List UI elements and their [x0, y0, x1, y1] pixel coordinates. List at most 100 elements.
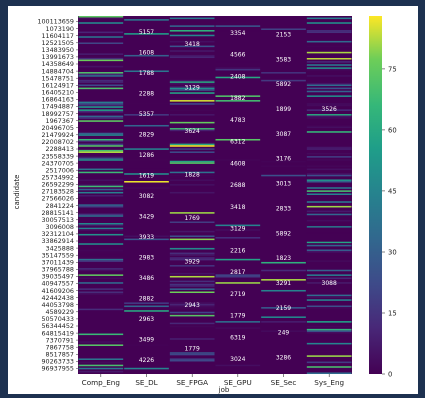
heatmap-cell — [124, 123, 169, 125]
heatmap-cell — [78, 195, 124, 197]
heatmap-cell — [261, 307, 306, 309]
heatmap-cell — [215, 25, 261, 27]
heatmap-background — [78, 16, 352, 374]
cell-annotation: 3286 — [276, 355, 291, 362]
cell-annotation: 2688 — [230, 182, 245, 189]
heatmap-cell — [306, 372, 352, 374]
cell-annotation: 5357 — [139, 111, 154, 118]
cell-annotation: 5892 — [276, 230, 291, 237]
y-tick-label: 25734992 — [41, 174, 74, 182]
cell-annotation: 1286 — [139, 152, 154, 159]
heatmap-cell — [215, 274, 261, 276]
heatmap-cell — [78, 364, 124, 367]
y-tick-label: 13483950 — [41, 46, 74, 54]
heatmap-cell — [306, 148, 352, 150]
heatmap-cell — [215, 237, 261, 239]
heatmap-cell — [306, 193, 352, 195]
heatmap-cell — [78, 205, 124, 208]
heatmap-cell — [124, 305, 169, 308]
heatmap-cell — [78, 140, 124, 143]
heatmap-cell — [306, 366, 352, 368]
heatmap-cell — [78, 132, 124, 135]
cell-annotation: 2159 — [276, 305, 291, 312]
cell-annotation: 1823 — [276, 255, 291, 262]
heatmap-cell — [124, 310, 169, 312]
heatmap-cell — [169, 311, 215, 314]
cell-annotation: 3418 — [185, 41, 200, 48]
heatmap-cell — [169, 17, 215, 20]
heatmap-cell — [306, 82, 352, 85]
heatmap-cell — [306, 17, 352, 20]
heatmap-cell — [78, 104, 124, 107]
heatmap-cell — [306, 33, 352, 35]
heatmap-cell — [261, 165, 306, 167]
heatmap-cell — [169, 302, 215, 304]
heatmap-cell — [261, 330, 306, 332]
heatmap-cell — [124, 159, 169, 161]
heatmap-cell — [215, 95, 261, 97]
heatmap-cell — [124, 70, 169, 73]
colorbar-tick-label: 15 — [388, 309, 397, 317]
heatmap-cell — [306, 219, 352, 222]
heatmap-cell — [78, 184, 124, 186]
heatmap-cell — [261, 174, 306, 177]
heatmap-cell — [306, 58, 352, 60]
heatmap-cell — [169, 235, 215, 238]
y-tick-label: 90263733 — [41, 358, 74, 366]
heatmap-cell — [215, 138, 261, 141]
cell-annotation: 6319 — [230, 334, 245, 341]
heatmap-cell — [306, 168, 352, 171]
heatmap-cell — [215, 159, 261, 161]
heatmap-cell — [78, 106, 124, 108]
y-tick-label: 11604117 — [41, 32, 74, 40]
cell-annotation: 4226 — [139, 357, 154, 364]
heatmap-cell — [261, 321, 306, 323]
y-tick-label: 16405210 — [41, 89, 74, 97]
cell-annotation: 3624 — [185, 128, 200, 135]
heatmap-cell — [78, 370, 124, 373]
heatmap-cell — [78, 112, 124, 115]
cell-annotation: 4566 — [230, 52, 245, 59]
heatmap-cell — [169, 40, 215, 43]
heatmap-cell — [78, 268, 124, 270]
heatmap-cell — [78, 282, 124, 284]
heatmap-cell — [306, 90, 352, 93]
heatmap-cell — [78, 31, 124, 34]
heatmap-cell — [78, 79, 124, 82]
heatmap-cell — [169, 143, 215, 146]
heatmap-cell — [169, 353, 215, 356]
heatmap-cell — [306, 251, 352, 253]
y-tick-label: 27183528 — [41, 188, 74, 196]
y-tick-label: 56344452 — [41, 322, 74, 330]
heatmap-cell — [169, 145, 215, 147]
cell-annotation: 3291 — [276, 280, 291, 287]
heatmap-cell — [169, 151, 215, 153]
heatmap-cell — [306, 146, 352, 149]
heatmap-cell — [306, 182, 352, 185]
colorbar-ticks: 0 15 30 45 60 75 — [382, 65, 397, 378]
heatmap-cell — [306, 328, 352, 331]
y-tick-label: 7370791 — [46, 336, 74, 344]
heatmap-cell — [306, 260, 352, 262]
x-tick-label: SE_Sec — [271, 378, 297, 387]
heatmap-cell — [306, 321, 352, 323]
heatmap-cell — [306, 151, 352, 153]
heatmap-cell — [306, 296, 352, 298]
colorbar-tick-label: 60 — [388, 126, 397, 134]
heatmap-cell — [124, 302, 169, 304]
cell-annotation: 3933 — [139, 234, 154, 241]
heatmap-cell — [78, 151, 124, 153]
heatmap-cell — [169, 103, 215, 105]
y-tick-labels: 1001136591073190116041171252150513483950… — [37, 18, 78, 373]
colorbar — [369, 16, 382, 374]
y-tick-label: 28815141 — [41, 209, 74, 217]
heatmap-cell — [169, 92, 215, 94]
cell-annotation: 2153 — [276, 31, 291, 38]
heatmap-cell — [306, 64, 352, 66]
heatmap-cell — [78, 120, 124, 122]
y-tick-label: 26592299 — [41, 181, 74, 189]
heatmap-cell — [78, 179, 124, 181]
heatmap-cell — [78, 171, 124, 174]
cell-annotation: 3526 — [322, 106, 337, 113]
y-tick-label: 50570433 — [41, 315, 74, 323]
